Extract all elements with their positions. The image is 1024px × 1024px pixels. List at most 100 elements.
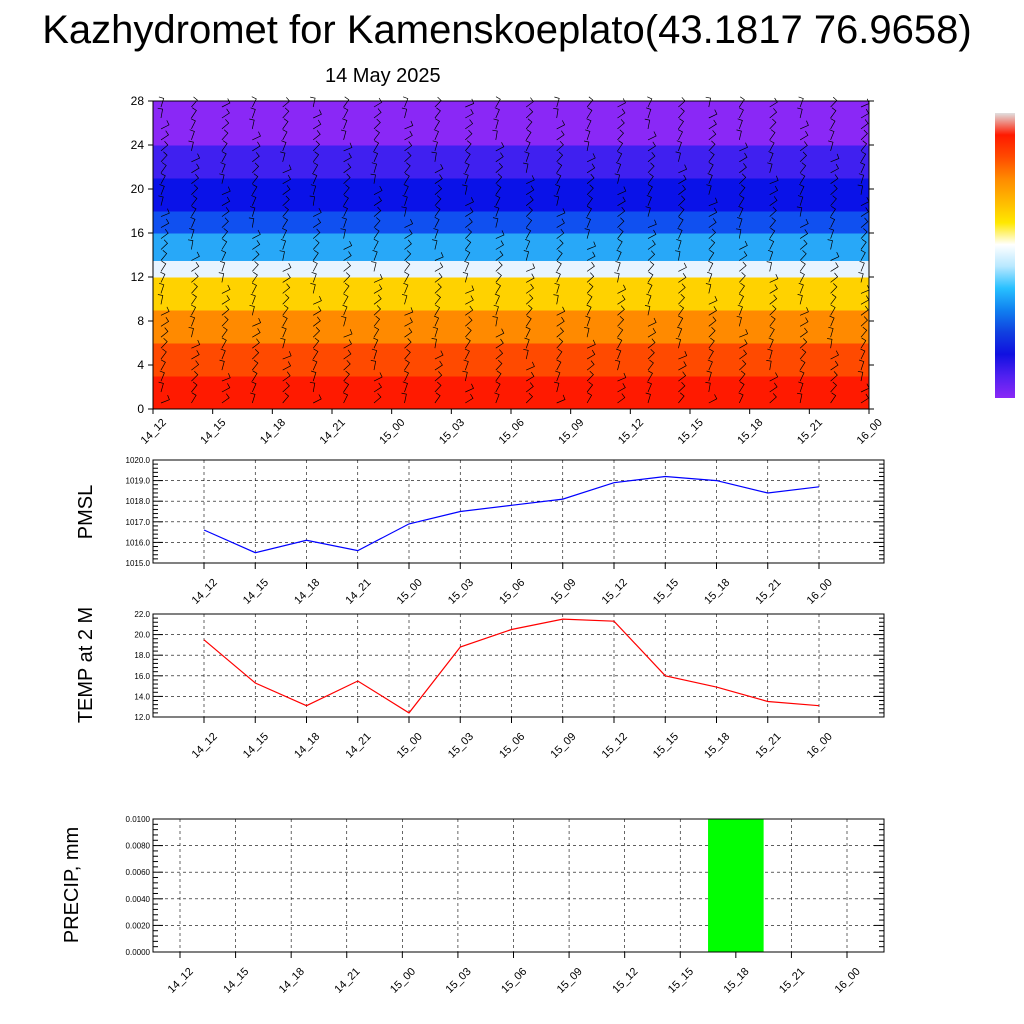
wind-barb xyxy=(465,285,475,294)
wind-barb xyxy=(404,239,412,250)
wind-barb xyxy=(188,140,194,151)
wind-barb xyxy=(464,348,470,360)
wind-barb xyxy=(767,249,774,261)
wind-barb xyxy=(221,373,231,382)
wind-barb xyxy=(282,351,292,360)
wind-barb xyxy=(525,294,534,305)
wind-barb xyxy=(586,370,594,382)
wind-barb xyxy=(282,361,292,371)
wind-barb xyxy=(647,282,653,294)
wind-barb xyxy=(434,360,443,371)
wind-barb xyxy=(465,129,473,141)
wind-barb xyxy=(586,195,593,206)
wind-barb xyxy=(827,338,833,349)
precip-x-tick-label: 15_21 xyxy=(777,966,807,996)
wind-barb xyxy=(738,293,744,305)
wind-barb xyxy=(433,315,440,327)
wind-barb xyxy=(220,162,226,173)
wind-barb xyxy=(556,140,564,152)
wind-barb xyxy=(373,274,383,283)
wind-barb xyxy=(769,118,777,130)
wind-barb xyxy=(647,173,654,184)
wind-barb xyxy=(492,217,499,228)
wind-barb xyxy=(372,151,379,162)
wind-barb xyxy=(404,130,413,141)
pmsl-x-tick-label: 15_21 xyxy=(753,577,783,607)
wind-barb xyxy=(556,162,563,173)
wind-barb xyxy=(403,282,409,294)
heatmap-band-5 xyxy=(153,233,869,261)
wind-barb xyxy=(617,186,627,196)
wind-barb xyxy=(525,315,532,327)
wind-barb xyxy=(282,174,292,185)
wind-barb xyxy=(252,173,259,184)
wind-barb xyxy=(495,359,503,371)
wind-barb xyxy=(158,195,164,206)
wind-barb xyxy=(343,184,350,195)
wind-barb xyxy=(373,294,382,305)
wind-barb xyxy=(645,392,651,404)
wind-barb xyxy=(160,208,170,217)
wind-barb xyxy=(860,305,869,316)
wind-barb xyxy=(769,217,776,228)
wind-barb xyxy=(433,129,439,141)
heatmap-x-tick-label: 15_03 xyxy=(437,417,467,447)
wind-barb xyxy=(708,162,714,173)
wind-barb xyxy=(495,195,501,206)
wind-barb xyxy=(434,304,441,316)
wind-barb xyxy=(343,349,352,360)
wind-barb xyxy=(160,271,166,283)
wind-barb xyxy=(282,262,292,272)
wind-barb xyxy=(739,142,748,152)
wind-barb xyxy=(556,120,566,130)
wind-barb xyxy=(159,184,165,195)
wind-barb xyxy=(617,196,626,207)
precip-y-tick-label: 0.0060 xyxy=(126,868,151,877)
wind-barb xyxy=(799,317,809,327)
wind-barb xyxy=(676,326,683,338)
pmsl-x-tick-label: 15_09 xyxy=(548,577,578,607)
wind-barb xyxy=(401,206,407,217)
wind-barb xyxy=(586,107,593,119)
wind-barb xyxy=(465,109,474,119)
wind-barb xyxy=(252,250,260,261)
wind-barb xyxy=(252,162,260,174)
temp-y-tick-label: 14.0 xyxy=(134,692,150,701)
wind-barb xyxy=(465,393,474,404)
wind-barb xyxy=(493,304,499,316)
wind-barb xyxy=(708,239,716,250)
wind-barb xyxy=(402,195,408,206)
wind-barb xyxy=(860,119,869,130)
wind-barb xyxy=(799,348,807,360)
wind-barb xyxy=(828,326,834,338)
wind-barb xyxy=(647,141,656,152)
wind-barb xyxy=(706,271,713,283)
wind-barb xyxy=(312,260,318,272)
wind-barb xyxy=(525,107,534,119)
wind-barb xyxy=(282,118,289,130)
wind-barb xyxy=(678,174,687,185)
wind-barb xyxy=(678,164,688,174)
wind-barb xyxy=(252,271,258,283)
wind-barb xyxy=(830,392,837,404)
wind-barb xyxy=(859,260,865,272)
wind-barb xyxy=(707,359,713,371)
pmsl-x-tick-label: 14_15 xyxy=(241,577,271,607)
wind-barb xyxy=(617,284,627,294)
wind-barb xyxy=(614,173,621,184)
wind-barb xyxy=(586,96,594,108)
precip-bar xyxy=(708,819,764,952)
temp-x-tick-label: 14_12 xyxy=(190,731,220,761)
wind-barb xyxy=(739,96,745,108)
wind-barb xyxy=(738,107,744,119)
wind-barb xyxy=(645,107,652,119)
wind-barb xyxy=(678,294,685,305)
wind-barb xyxy=(160,337,168,349)
wind-barb xyxy=(495,272,502,283)
wind-barb xyxy=(830,163,839,174)
wind-barb xyxy=(189,315,196,327)
wind-barb xyxy=(769,185,779,196)
wind-barb xyxy=(830,350,839,360)
wind-barb xyxy=(434,283,442,294)
